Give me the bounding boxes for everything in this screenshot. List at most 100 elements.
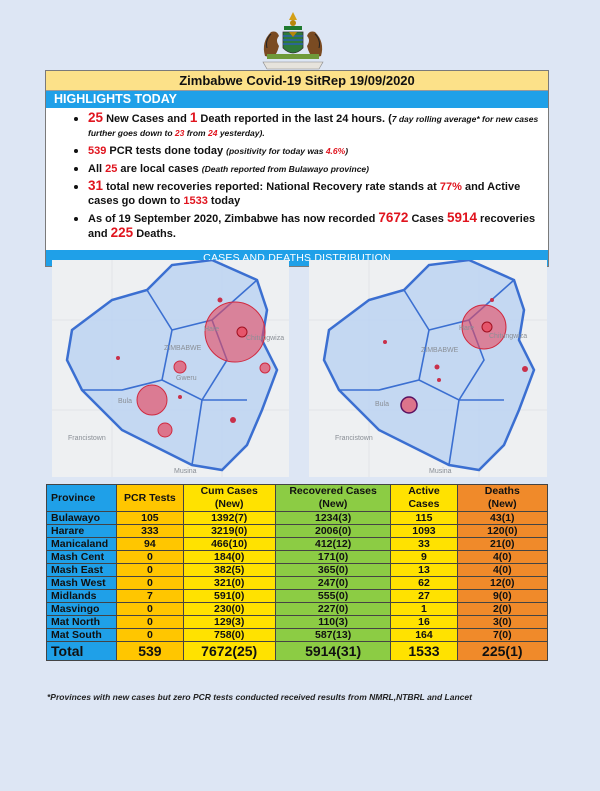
cell-recovered: 2006(0): [274, 524, 392, 538]
cell-active: 115: [390, 511, 458, 525]
map1-label-chitungwiza: Chitungwiza: [246, 335, 284, 342]
table-row: Mash West 0 321(0) 247(0) 62 12(0): [45, 576, 549, 590]
map2-label-musina: Musina: [429, 468, 452, 475]
cell-pcr-tests: 0: [116, 615, 184, 629]
map2-label-bulawayo: Bula: [375, 401, 389, 408]
cell-deaths: 43(1): [456, 511, 549, 525]
table-total-row: Total 539 7672(25) 5914(31) 1533 225(1): [45, 641, 549, 661]
map2-label-chitungwiza: Chitungwiza: [489, 333, 527, 340]
province-borders-2: [339, 279, 515, 466]
table-row: Mat South 0 758(0) 587(13) 164 7(0): [45, 628, 549, 642]
total-cell-province: Total: [45, 641, 118, 661]
total-cell-cum-cases: 7672(25): [182, 641, 276, 661]
highlights-list: 25 New Cases and 1 Death reported in the…: [46, 108, 548, 250]
highlight-local-cases: All 25 are local cases (Death reported f…: [88, 161, 540, 176]
cell-province: Mash West: [45, 576, 118, 590]
province-borders: [82, 279, 258, 466]
table-row: Midlands 7 591(0) 555(0) 27 9(0): [45, 589, 549, 603]
bulawayo-deaths-bubble: [400, 396, 418, 414]
table-row: Manicaland 94 466(10) 412(12) 33 21(0): [45, 537, 549, 551]
report-title: Zimbabwe Covid-19 SitRep 19/09/2020: [46, 71, 548, 91]
cell-cum-cases: 321(0): [182, 576, 276, 590]
map1-label-francistown: Francistown: [68, 435, 106, 442]
highlight-recoveries: 31 total new recoveries reported: Nation…: [88, 179, 540, 208]
cell-recovered: 247(0): [274, 576, 392, 590]
cell-active: 62: [390, 576, 458, 590]
footnote: *Provinces with new cases but zero PCR t…: [47, 692, 472, 702]
map1-label-musina: Musina: [174, 468, 197, 475]
cell-province: Manicaland: [45, 537, 118, 551]
header-cum-cases: Cum Cases (New): [182, 484, 276, 512]
bulawayo-cases-bubble: [136, 384, 168, 416]
total-cell-recovered: 5914(31): [274, 641, 392, 661]
cell-cum-cases: 758(0): [182, 628, 276, 642]
cell-deaths: 9(0): [456, 589, 549, 603]
cell-recovered: 110(3): [274, 615, 392, 629]
cell-pcr-tests: 0: [116, 563, 184, 577]
highlight-new-cases: 25 New Cases and 1 Death reported in the…: [88, 111, 540, 140]
table-row: Harare 333 3219(0) 2006(0) 1093 120(0): [45, 524, 549, 538]
highlights-box: Zimbabwe Covid-19 SitRep 19/09/2020 HIGH…: [45, 70, 549, 267]
cell-cum-cases: 382(5): [182, 563, 276, 577]
province-stats-table: Province PCR Tests Cum Cases (New) Recove…: [45, 484, 549, 661]
cell-pcr-tests: 0: [116, 628, 184, 642]
cell-province: Mash Cent: [45, 550, 118, 564]
table-row: Mash Cent 0 184(0) 171(0) 9 4(0): [45, 550, 549, 564]
table-row: Mash East 0 382(5) 365(0) 13 4(0): [45, 563, 549, 577]
cell-deaths: 21(0): [456, 537, 549, 551]
cell-cum-cases: 184(0): [182, 550, 276, 564]
cell-cum-cases: 129(3): [182, 615, 276, 629]
cell-cum-cases: 466(10): [182, 537, 276, 551]
cell-deaths: 2(0): [456, 602, 549, 616]
cell-active: 13: [390, 563, 458, 577]
cell-deaths: 4(0): [456, 550, 549, 564]
table-row: Bulawayo 105 1392(7) 1234(3) 115 43(1): [45, 511, 549, 525]
cell-province: Mat South: [45, 628, 118, 642]
cell-pcr-tests: 333: [116, 524, 184, 538]
cell-recovered: 365(0): [274, 563, 392, 577]
highlights-heading: HIGHLIGHTS TODAY: [46, 91, 548, 108]
map1-label-gweru: Gweru: [176, 375, 197, 382]
cell-active: 1: [390, 602, 458, 616]
deaths-map: ZIMBABWE Hare Chitungwiza Bula Francisto…: [309, 260, 547, 477]
cell-recovered: 555(0): [274, 589, 392, 603]
cell-pcr-tests: 7: [116, 589, 184, 603]
cell-deaths: 4(0): [456, 563, 549, 577]
cell-province: Harare: [45, 524, 118, 538]
cell-pcr-tests: 0: [116, 576, 184, 590]
map2-label-harare: Hare: [459, 325, 474, 332]
cell-deaths: 120(0): [456, 524, 549, 538]
map1-label-zimbabwe: ZIMBABWE: [164, 345, 202, 352]
cell-province: Masvingo: [45, 602, 118, 616]
cell-province: Mat North: [45, 615, 118, 629]
cell-deaths: 3(0): [456, 615, 549, 629]
cell-province: Bulawayo: [45, 511, 118, 525]
cell-cum-cases: 1392(7): [182, 511, 276, 525]
cell-pcr-tests: 0: [116, 550, 184, 564]
cell-pcr-tests: 105: [116, 511, 184, 525]
highlight-cumulative: As of 19 September 2020, Zimbabwe has no…: [88, 211, 540, 241]
cell-pcr-tests: 94: [116, 537, 184, 551]
cell-active: 16: [390, 615, 458, 629]
map1-label-harare: Hare: [204, 326, 219, 333]
cell-cum-cases: 591(0): [182, 589, 276, 603]
header-province: Province: [45, 484, 118, 512]
total-cell-deaths: 225(1): [456, 641, 549, 661]
total-cell-pcr-tests: 539: [116, 641, 184, 661]
total-cell-active: 1533: [390, 641, 458, 661]
harare-cases-bubble: [204, 301, 266, 363]
cell-recovered: 587(13): [274, 628, 392, 642]
coat-of-arms-emblem: [253, 10, 333, 72]
cell-recovered: 227(0): [274, 602, 392, 616]
cell-active: 164: [390, 628, 458, 642]
header-active: Active Cases: [390, 484, 458, 512]
cell-active: 33: [390, 537, 458, 551]
map2-label-zimbabwe: ZIMBABWE: [421, 347, 459, 354]
header-deaths: Deaths (New): [456, 484, 549, 512]
cell-pcr-tests: 0: [116, 602, 184, 616]
cell-recovered: 171(0): [274, 550, 392, 564]
cell-province: Midlands: [45, 589, 118, 603]
cell-active: 1093: [390, 524, 458, 538]
cell-recovered: 412(12): [274, 537, 392, 551]
